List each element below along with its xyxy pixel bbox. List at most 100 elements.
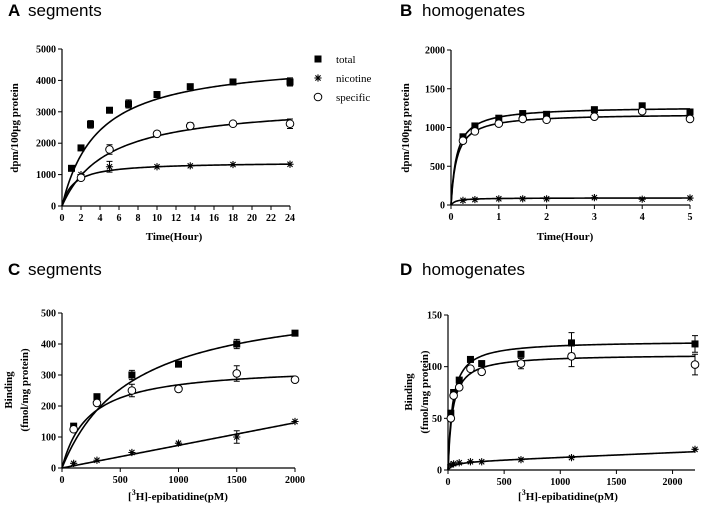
panel-c-ytick-label: 400 xyxy=(41,340,56,351)
panel-a-xtick-label: 14 xyxy=(190,213,200,224)
panel-c-total-point xyxy=(175,360,182,368)
panel-b-specific-point xyxy=(458,136,468,145)
panel-b-specific-point xyxy=(637,106,647,116)
panel-d-title: homogenates xyxy=(422,260,525,279)
panel-c-specific-point xyxy=(127,386,137,395)
panel-d-xtick-label: 2000 xyxy=(663,477,683,488)
panel-a-letter: A xyxy=(8,1,20,20)
panel-b-total-point xyxy=(543,110,551,118)
panel-d-xlabel: [3H]-epibatidine(pM) xyxy=(518,488,618,503)
panel-a-xtick-label: 12 xyxy=(171,213,181,224)
panel-c-ytick-label: 100 xyxy=(41,433,56,444)
panel-b-total-point xyxy=(471,122,479,130)
panel-d-nicotine-point xyxy=(447,461,455,469)
legend-marker-total xyxy=(314,55,322,63)
panel-d-xlabel-part: H]-epibatidine(pM) xyxy=(526,491,619,503)
panel-a-total-point xyxy=(87,120,94,128)
panel-a-xtick-label: 24 xyxy=(285,213,295,224)
panel-d-nicotine-point xyxy=(691,445,699,453)
panel-a-ytick-label: 5000 xyxy=(36,45,56,56)
panel-c-specific-point xyxy=(92,398,102,408)
panel-a-specific-point xyxy=(105,145,114,154)
panel-d-ylabel-units: (fmol/mg protein) xyxy=(419,350,431,434)
panel-b-total-point xyxy=(519,110,527,118)
legend-label-nicotine: nicotine xyxy=(336,73,372,85)
panel-d-specific-point xyxy=(690,360,700,369)
panel-c-total-point xyxy=(291,329,299,337)
panel-d-nicotine-point xyxy=(567,454,576,462)
panel-c-xtick-label: 500 xyxy=(113,475,128,486)
panel-d-xtick-label: 0 xyxy=(446,477,451,488)
panel-a-xtick-label: 2 xyxy=(79,213,84,224)
panel-b-specific-point xyxy=(470,127,480,136)
panel-a-ytick-label: 3000 xyxy=(36,107,56,118)
panel-c-ytick-label: 0 xyxy=(51,464,56,475)
panel-b-nicotine-point xyxy=(459,196,467,204)
panel-a-xtick-label: 18 xyxy=(228,213,238,224)
panel-c-total-fit-curve xyxy=(61,333,296,469)
panel-a-specific-point xyxy=(152,129,162,139)
panel-c-xlabel: [3H]-epibatidine(pM) xyxy=(128,488,228,503)
panel-c-ylabel-units: (fmol/mg protein) xyxy=(19,348,31,432)
panel-a-specific-point xyxy=(185,121,195,131)
panel-b-ytick-label: 1000 xyxy=(425,123,445,134)
panel-b-total-fit-curve xyxy=(450,108,691,206)
panel-a-total-point xyxy=(286,78,294,86)
panel-a-xtick-label: 16 xyxy=(209,213,219,224)
panel-d-nicotine-point xyxy=(478,458,486,466)
panel-c-xtick-label: 0 xyxy=(60,475,65,486)
panel-a-total-point xyxy=(68,164,75,172)
panel-c-total-point xyxy=(233,340,241,348)
panel-d-letter: D xyxy=(400,260,412,279)
panel-b-nicotine-point xyxy=(638,195,646,203)
panel-d-nicotine-point xyxy=(455,459,463,467)
panel-c-xtick-label: 1500 xyxy=(227,475,247,486)
panel-b-xtick-label: 4 xyxy=(640,212,645,223)
panel-b-total-point xyxy=(638,102,646,110)
panel-a-xtick-label: 22 xyxy=(266,213,276,224)
panel-b-specific-point xyxy=(590,112,599,121)
panel-b-xtick-label: 0 xyxy=(449,212,454,223)
panel-b-ytick-label: 1500 xyxy=(425,84,445,95)
panel-d-total-point xyxy=(568,339,575,347)
panel-b-nicotine-point xyxy=(686,194,694,202)
panel-a-ylabel: dpm/100µg protein xyxy=(9,83,21,173)
panel-b-specific-fit-curve xyxy=(450,114,691,206)
panel-a-nicotine-fit-curve xyxy=(61,163,291,207)
panel-c-nicotine-point xyxy=(70,459,78,467)
panel-b-nicotine-point xyxy=(519,195,527,203)
panel-c-nicotine-point xyxy=(174,439,183,447)
panel-a-specific-point xyxy=(285,119,295,129)
panel-b-xtick-label: 3 xyxy=(592,212,597,223)
panel-a-nicotine-point xyxy=(153,163,161,171)
panel-a-xtick-label: 0 xyxy=(60,213,65,224)
panel-c-ytick-label: 200 xyxy=(41,402,56,413)
panel-c-xlabel-part: [ xyxy=(128,491,132,503)
panel-c-ytick-label: 500 xyxy=(41,309,56,320)
panel-a-title: segments xyxy=(28,1,102,20)
panel-b-letter: B xyxy=(400,1,412,20)
panel-d-total-point xyxy=(517,350,525,358)
panel-b-nicotine-fit-curve xyxy=(450,197,690,206)
panel-c-specific-point xyxy=(232,369,242,378)
panel-a-total-point xyxy=(106,106,113,114)
panel-d-ytick-label: 50 xyxy=(432,414,442,425)
panel-d-xtick-label: 1000 xyxy=(550,477,570,488)
panel-a-total-point xyxy=(186,83,194,91)
panel-b-nicotine-point xyxy=(543,195,551,203)
panel-a-xtick-label: 4 xyxy=(98,213,103,224)
panel-b-nicotine-point xyxy=(495,195,503,203)
panel-b-nicotine-point xyxy=(590,194,598,202)
panel-d-xtick-label: 1500 xyxy=(606,477,626,488)
panel-a-xlabel: Time(Hour) xyxy=(146,231,203,243)
panel-d-specific-point xyxy=(446,414,456,423)
panel-a-specific-point xyxy=(228,119,238,129)
panel-a-ytick-label: 4000 xyxy=(36,76,56,87)
panel-d-specific-point xyxy=(466,364,475,374)
legend-label-total: total xyxy=(336,54,356,66)
panel-a-nicotine-point xyxy=(105,163,114,171)
panel-d-total-point xyxy=(478,360,486,368)
legend: total nicotine specific xyxy=(313,54,372,104)
legend-label-specific: specific xyxy=(336,92,370,104)
